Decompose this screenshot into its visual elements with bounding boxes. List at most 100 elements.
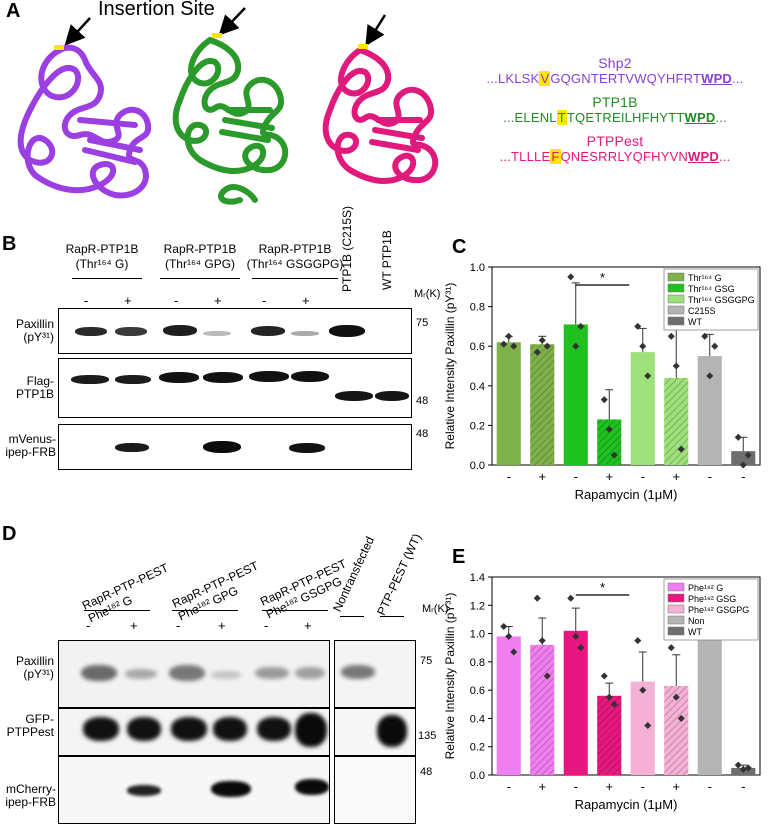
c-point-3-1 bbox=[605, 425, 613, 433]
chart-e-plot: 0.0 0.2 0.4 0.6 0.8 1.0 1.2 1.4 Relative Intensi… bbox=[443, 572, 761, 812]
d-blot-mcherry-left bbox=[58, 756, 330, 824]
e-point-3-0 bbox=[600, 672, 608, 680]
ptp1b-structure bbox=[172, 37, 289, 205]
e-legend-label-4: WT bbox=[688, 627, 702, 637]
seq-shp2-name: Shp2 bbox=[598, 55, 632, 71]
c-point-5-2 bbox=[677, 445, 685, 453]
d-row-3-label: mCherry- ipep-FRB bbox=[0, 783, 56, 809]
c-point-1-2 bbox=[543, 342, 551, 350]
e-point-7-1 bbox=[739, 765, 747, 773]
c-ytick-label-2: 0.4 bbox=[470, 381, 485, 393]
seq-shp2-mid: GQGNTERTVWQYHFRT bbox=[550, 71, 702, 86]
e-point-1-0 bbox=[533, 594, 541, 602]
d-wt-line bbox=[380, 616, 404, 617]
c-bar-4 bbox=[630, 352, 655, 465]
b-row-1-label1: Paxillin bbox=[15, 317, 54, 331]
b-blot-flag bbox=[58, 358, 412, 418]
d-blot-mcherry-right bbox=[334, 756, 416, 824]
b-row-3-label2: ipep-FRB bbox=[5, 445, 56, 459]
seq-ptp1b: PTP1B ...ELENLTTQETREILHFHYTTWPD... bbox=[460, 94, 770, 125]
e-point-0-2 bbox=[510, 648, 518, 656]
e-point-0-0 bbox=[500, 622, 508, 631]
b-flag-band-1 bbox=[71, 375, 109, 384]
b-row-3-label: mVenus- ipep-FRB bbox=[0, 433, 56, 459]
panel-c-letter: C bbox=[452, 236, 467, 258]
e-xcat-7: - bbox=[741, 779, 745, 794]
c-xcat-3: + bbox=[605, 469, 613, 484]
c-bar-hatch-1 bbox=[530, 344, 555, 465]
ptppest-structure bbox=[322, 47, 439, 184]
d-group-3-line bbox=[262, 610, 328, 611]
d-marker-2: 135 bbox=[418, 730, 437, 742]
b-pax-band-6 bbox=[291, 331, 319, 336]
b-sign-3: - bbox=[174, 293, 179, 308]
c-sig-label: * bbox=[600, 270, 605, 285]
seq-ptp1b-pre: ...ELENL bbox=[503, 110, 557, 125]
chart-c-plot: 0.0 0.2 0.4 0.6 0.8 1.0 Relative Intensity Pax… bbox=[443, 262, 761, 502]
arrow-ptp1b bbox=[218, 7, 246, 36]
c-legend-swatch-2 bbox=[667, 294, 685, 304]
seq-shp2-motif: WPD bbox=[701, 71, 733, 86]
d-group-2-label: RapR-PTP-PEST Phe¹⁸² GPG bbox=[170, 559, 266, 624]
d-row-2-label2: PTPPest bbox=[6, 725, 54, 739]
seq-ptppest-mid: QNESRRLYQFHYVN bbox=[560, 149, 689, 164]
b-mv-band-3 bbox=[289, 443, 325, 453]
c-xcat-7: - bbox=[741, 469, 745, 484]
seq-ptppest: PTPPest ...TLLLEFQNESRRLYQFHYVNWPD... bbox=[460, 133, 770, 164]
c-xcat-5: + bbox=[672, 469, 680, 484]
b-blot-mvenus bbox=[58, 424, 412, 470]
e-bar-2 bbox=[563, 630, 588, 775]
e-point-5-1 bbox=[672, 693, 680, 701]
d-blot-paxillin-left bbox=[58, 640, 330, 708]
b-group-1-line bbox=[72, 278, 142, 279]
arrow-ptppest bbox=[365, 14, 387, 47]
d-row-2-label: GFP- PTPPest bbox=[0, 713, 54, 739]
c-xcat-6: - bbox=[708, 469, 712, 484]
d-gfp-band-1 bbox=[83, 717, 119, 741]
c-ytick-label-3: 0.6 bbox=[470, 341, 485, 353]
seq-ptp1b-post: ... bbox=[715, 110, 727, 125]
c-xlabel: Rapamycin (1μM) bbox=[575, 487, 678, 502]
d-sign-6: + bbox=[304, 618, 312, 633]
c-legend-label-1: Thr¹⁶⁴ GSG bbox=[688, 284, 735, 294]
d-row-1-label2: (pY³¹) bbox=[23, 667, 54, 681]
b-group-2-line2: (Thr¹⁶⁴ GPG) bbox=[164, 257, 236, 271]
c-legend-swatch-0 bbox=[667, 272, 685, 282]
e-xcat-2: - bbox=[574, 779, 578, 794]
b-group-3-label: RapR-PTP1B (Thr¹⁶⁴ GSGGPG) bbox=[240, 242, 350, 272]
c-point-1-0 bbox=[533, 348, 541, 356]
b-sign-2: + bbox=[124, 293, 132, 308]
d-gfp-band-2 bbox=[127, 717, 161, 741]
e-bar-hatch-1 bbox=[530, 644, 555, 775]
d-mc-band-2 bbox=[211, 781, 251, 797]
b-flag-band-8 bbox=[375, 391, 409, 401]
d-mr-label: Mᵣ(K) bbox=[422, 603, 449, 615]
e-legend-label-0: Phe¹⁸² G bbox=[688, 583, 723, 593]
d-nontrans-line bbox=[340, 616, 364, 617]
insertion-site-label: Insertion Site bbox=[98, 0, 215, 20]
b-group-1-label: RapR-PTP1B (Thr¹⁶⁴ G) bbox=[52, 242, 152, 272]
c-legend-label-0: Thr¹⁶⁴ G bbox=[688, 273, 722, 283]
b-pax-band-7 bbox=[329, 325, 365, 337]
d-pax-band-4 bbox=[211, 671, 241, 679]
d-blot-gfp-left bbox=[58, 708, 330, 756]
e-point-3-2 bbox=[610, 700, 618, 708]
c-legend-swatch-4 bbox=[667, 316, 685, 326]
c-ytick-label-4: 0.8 bbox=[470, 302, 485, 314]
b-group-2-line1: RapR-PTP1B bbox=[163, 242, 237, 256]
d-gfp-band-7 bbox=[377, 715, 407, 747]
c-point-6-0 bbox=[701, 332, 709, 340]
d-pax-band-7 bbox=[341, 665, 375, 679]
d-pax-band-6 bbox=[295, 667, 325, 679]
seq-ptppest-motif: WPD bbox=[688, 149, 719, 164]
c-xcat-1: + bbox=[538, 469, 546, 484]
b-mv-band-1 bbox=[115, 443, 149, 452]
panel-d-letter: D bbox=[2, 523, 17, 545]
b-row-2-label2: PTP1B bbox=[15, 387, 54, 401]
c-bar-0 bbox=[496, 342, 521, 465]
e-frame bbox=[491, 576, 761, 776]
d-row-2-label1: GFP- bbox=[25, 712, 54, 726]
e-point-5-2 bbox=[677, 714, 685, 722]
b-rot-label-1: PTP1B (C215S) bbox=[340, 205, 354, 292]
b-pax-band-4 bbox=[203, 331, 231, 336]
